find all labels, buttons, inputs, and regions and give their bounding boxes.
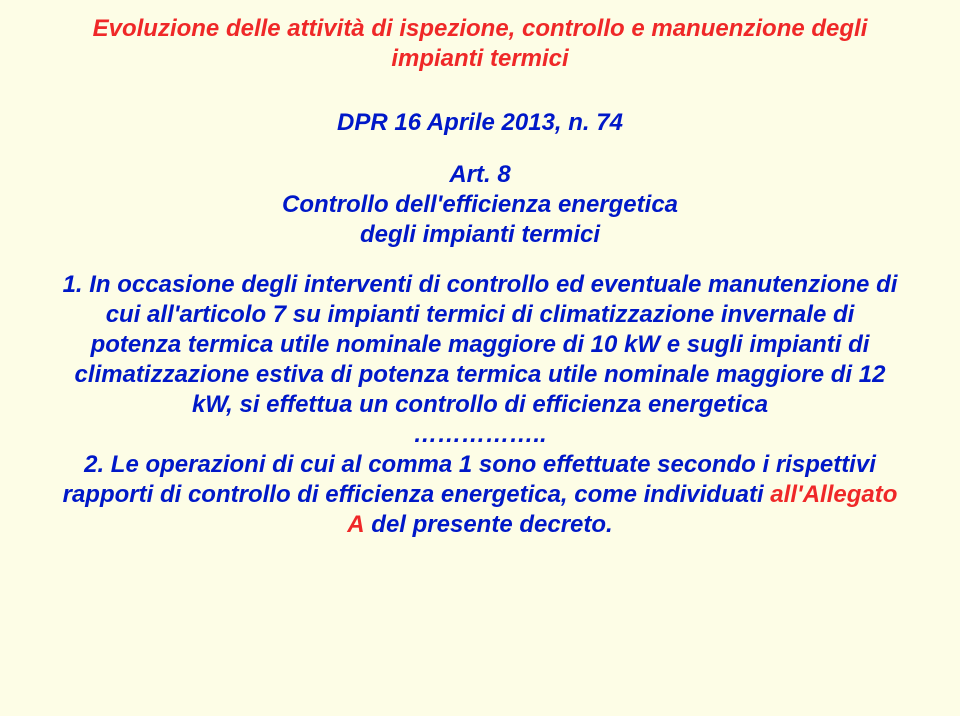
article-heading: Art. 8 Controllo dell'efficienza energet…	[58, 160, 902, 250]
paragraph-2: 2. Le operazioni di cui al comma 1 sono …	[58, 450, 902, 540]
doc-reference: DPR 16 Aprile 2013, n. 74	[58, 108, 902, 138]
para2-post: del presente decreto.	[365, 511, 613, 538]
article-title-line1: Controllo dell'efficienza energetica	[282, 191, 678, 218]
slide-title: Evoluzione delle attività di ispezione, …	[58, 14, 902, 74]
article-number: Art. 8	[449, 161, 510, 188]
article-title-line2: degli impianti termici	[360, 221, 600, 248]
slide-page: Evoluzione delle attività di ispezione, …	[0, 0, 960, 716]
ellipsis: ……………..	[58, 420, 902, 450]
paragraph-1: 1. In occasione degli interventi di cont…	[58, 270, 902, 420]
para2-pre: 2. Le operazioni di cui al comma 1 sono …	[63, 451, 876, 508]
